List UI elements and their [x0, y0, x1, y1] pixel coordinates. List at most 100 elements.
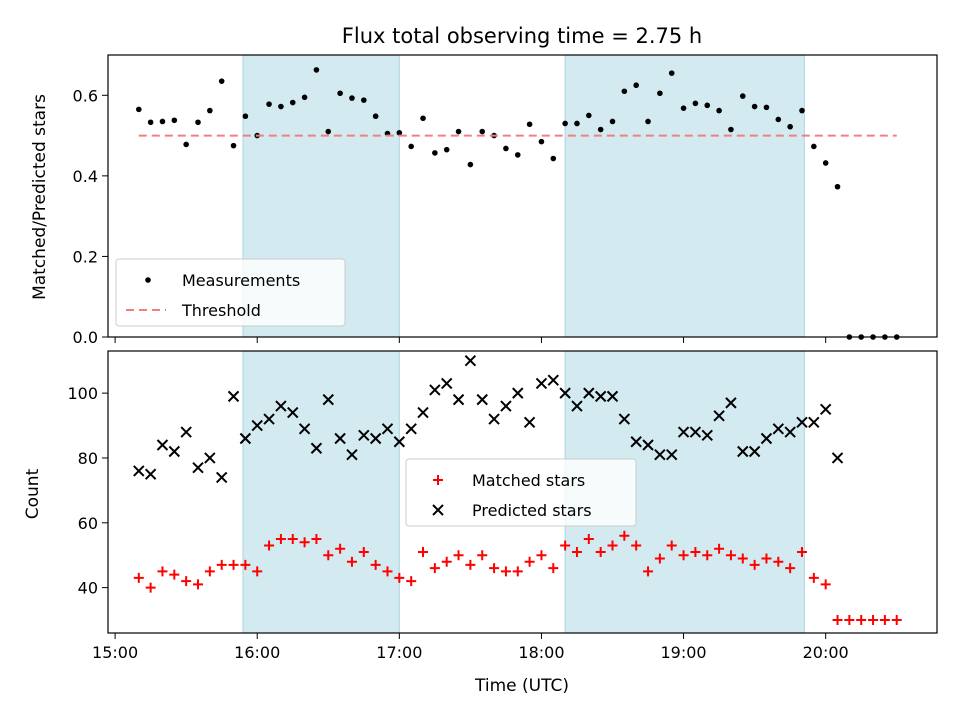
- data-point: [514, 152, 521, 158]
- data-point: [346, 556, 357, 567]
- data-point: [609, 118, 616, 125]
- data-point: [406, 576, 417, 587]
- data-point: [811, 143, 817, 150]
- data-point: [204, 566, 215, 577]
- data-point: [728, 126, 734, 133]
- data-point: [180, 426, 192, 438]
- data-point: [713, 410, 725, 422]
- data-point: [432, 150, 438, 156]
- data-point: [278, 103, 284, 110]
- data-point: [749, 559, 760, 570]
- legend-label: Matched stars: [472, 471, 585, 490]
- top-panel: 0.0 0.2 0.4 0.6 Measurements Threshold: [73, 54, 938, 347]
- data-point: [207, 107, 213, 114]
- data-point: [642, 439, 654, 451]
- x-axis-label: Time (UTC): [474, 676, 569, 696]
- data-point: [323, 550, 334, 561]
- series-measurements: [135, 67, 900, 340]
- legend: Matched stars Predicted stars: [405, 458, 637, 527]
- data-point: [396, 129, 403, 136]
- data-point: [204, 452, 216, 464]
- x-tick-label: 19:00: [661, 643, 707, 662]
- data-point: [500, 566, 511, 577]
- data-point: [834, 183, 841, 190]
- data-point: [574, 120, 580, 127]
- data-point: [156, 439, 169, 451]
- x-tick-label: 20:00: [803, 643, 849, 662]
- data-point: [287, 534, 298, 544]
- data-point: [678, 550, 689, 561]
- data-point: [666, 449, 678, 461]
- data-point: [820, 579, 831, 590]
- data-point: [737, 553, 748, 564]
- data-point: [311, 534, 322, 544]
- data-point: [218, 78, 225, 84]
- data-point: [621, 88, 628, 95]
- data-point: [479, 128, 486, 135]
- y-tick-label: 0.6: [73, 86, 98, 105]
- data-point: [429, 563, 440, 574]
- data-point: [737, 445, 749, 458]
- data-point: [500, 400, 512, 412]
- data-point: [476, 393, 488, 406]
- shaded-interval-2: [564, 54, 805, 338]
- data-point: [512, 387, 524, 399]
- data-point: [464, 355, 477, 367]
- legend: Measurements Threshold: [115, 258, 346, 327]
- data-point: [358, 546, 369, 557]
- data-point: [452, 393, 465, 406]
- data-point: [594, 390, 607, 403]
- data-point: [677, 426, 690, 438]
- data-point: [429, 384, 441, 396]
- data-point: [547, 374, 559, 386]
- data-point: [361, 97, 367, 103]
- data-point: [571, 546, 582, 557]
- data-point: [239, 432, 252, 445]
- data-point: [856, 615, 867, 626]
- data-point: [215, 471, 228, 484]
- x-tick-label: 15:00: [92, 643, 138, 662]
- data-point: [512, 566, 523, 577]
- data-point: [264, 540, 275, 551]
- legend-label: Predicted stars: [472, 501, 592, 520]
- data-point: [583, 534, 594, 544]
- data-point: [465, 559, 476, 570]
- data-point: [796, 416, 808, 429]
- data-point: [171, 117, 178, 124]
- data-point: [440, 377, 453, 390]
- data-point: [159, 118, 166, 125]
- data-point: [560, 540, 571, 551]
- data-point: [760, 432, 773, 445]
- data-point: [287, 406, 299, 419]
- data-point: [441, 556, 452, 567]
- data-point: [488, 413, 500, 425]
- data-point: [252, 566, 263, 577]
- data-point: [275, 534, 286, 544]
- data-point: [630, 436, 642, 448]
- data-point: [526, 121, 533, 128]
- data-point: [607, 540, 618, 551]
- data-point: [228, 559, 239, 570]
- data-point: [668, 70, 675, 76]
- data-point: [772, 423, 785, 435]
- shaded-interval-1: [242, 350, 400, 634]
- data-point: [751, 103, 758, 110]
- data-point: [666, 540, 677, 551]
- data-point: [443, 146, 450, 153]
- data-point: [550, 155, 557, 162]
- series-matched-stars: [133, 530, 902, 626]
- y-tick-label: 80: [78, 449, 98, 468]
- data-point: [477, 550, 488, 561]
- data-point: [334, 432, 346, 445]
- data-point: [313, 67, 320, 73]
- data-point: [133, 572, 144, 583]
- data-point: [346, 449, 358, 461]
- data-point: [251, 419, 263, 432]
- data-point: [704, 102, 711, 109]
- data-point: [808, 416, 820, 429]
- data-point: [597, 126, 604, 133]
- data-point: [242, 113, 249, 120]
- data-point: [467, 161, 474, 168]
- legend-label: Threshold: [181, 301, 261, 320]
- axes-frame: [107, 350, 938, 634]
